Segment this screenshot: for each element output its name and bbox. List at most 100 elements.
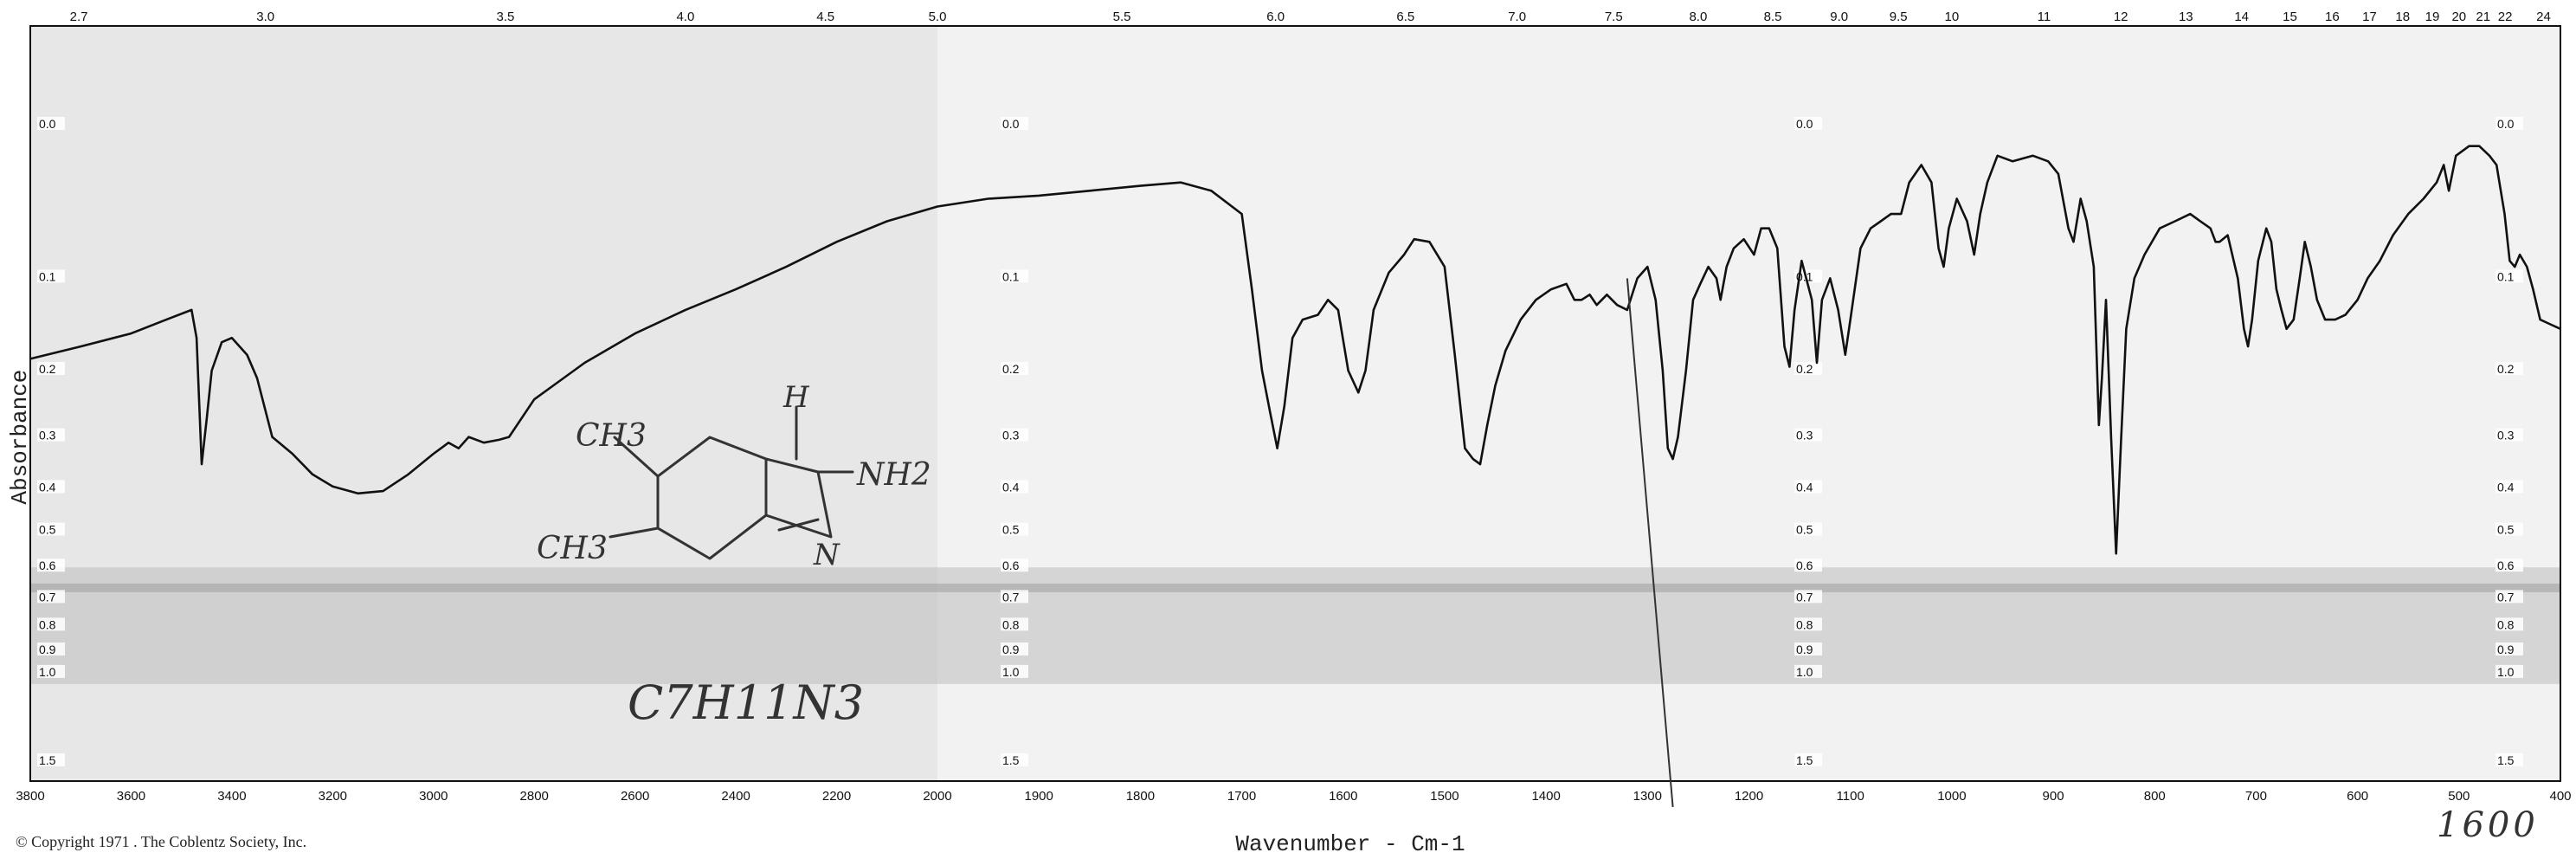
- y-tick-label: 0.1: [1002, 269, 1020, 283]
- y-tick-label-bg: [1794, 269, 1822, 283]
- top-tick-label: 14: [2234, 10, 2249, 24]
- y-tick-label-bg: [1794, 753, 1822, 766]
- y-tick-label: 0.0: [1002, 117, 1020, 131]
- plot-frame: [29, 25, 2561, 782]
- band-stripe: [30, 583, 2560, 592]
- top-tick-label: 24: [2536, 10, 2551, 24]
- y-tick-label: 1.5: [1002, 753, 1020, 767]
- y-tick-label-bg: [1001, 361, 1028, 375]
- y-tick-label-bg: [1001, 269, 1028, 283]
- recorder-stroke: [1626, 278, 1674, 808]
- y-tick-label: 0.7: [2497, 590, 2515, 604]
- y-tick-label-bg: [1001, 428, 1028, 442]
- y-tick-label-bg: [37, 559, 65, 572]
- y-tick-label: 0.6: [39, 559, 56, 572]
- top-tick-label: 18: [2395, 10, 2410, 24]
- y-tick-label: 0.3: [2497, 429, 2515, 442]
- handwritten-amine: NH2: [856, 457, 931, 493]
- y-tick-label: 1.0: [1002, 665, 1020, 679]
- y-tick-label: 1.0: [1796, 665, 1813, 679]
- y-tick-label: 1.0: [2497, 665, 2515, 679]
- y-tick-label: 1.5: [39, 753, 56, 767]
- y-tick-label: 0.6: [1002, 559, 1020, 572]
- y-tick-label: 0.2: [1796, 362, 1813, 376]
- y-tick-label-bg: [1001, 590, 1028, 604]
- y-tick-label-bg: [2496, 428, 2523, 442]
- handwritten-n-lower: N: [813, 538, 840, 572]
- y-tick-label: 0.4: [39, 480, 56, 494]
- top-tick-label: 4.0: [676, 10, 694, 24]
- y-tick-label-bg: [1001, 642, 1028, 656]
- y-tick-label-bg: [37, 664, 65, 678]
- y-tick-label: 0.7: [1002, 590, 1020, 604]
- y-tick-label-bg: [37, 361, 65, 375]
- x-tick-label: 1600: [1329, 789, 1357, 804]
- top-tick-label: 8.0: [1689, 10, 1707, 24]
- plot-border: [29, 25, 2561, 782]
- top-tick-label: 6.5: [1396, 10, 1414, 24]
- y-tick-label-bg: [2496, 559, 2523, 572]
- y-tick-label-bg: [2496, 522, 2523, 536]
- y-tick-label: 0.2: [39, 362, 56, 376]
- x-tick-label: 1200: [1735, 789, 1763, 804]
- top-tick-label: 7.5: [1605, 10, 1623, 24]
- y-tick-label: 0.4: [2497, 480, 2515, 494]
- top-tick-label: 13: [2179, 10, 2193, 24]
- top-tick-label: 3.0: [256, 10, 274, 24]
- x-tick-label: 3000: [419, 789, 448, 804]
- x-tick-label: 1800: [1126, 789, 1155, 804]
- y-tick-label-bg: [2496, 642, 2523, 656]
- top-tick-label: 5.5: [1113, 10, 1131, 24]
- handwritten-h: H: [782, 380, 810, 415]
- y-tick-label-bg: [37, 590, 65, 604]
- top-tick-label: 9.5: [1890, 10, 1908, 24]
- y-tick-label-bg: [1794, 559, 1822, 572]
- y-tick-label: 0.0: [2497, 117, 2515, 131]
- y-tick-label-bg: [37, 522, 65, 536]
- y-tick-label: 0.0: [1796, 117, 1813, 131]
- y-tick-label-bg: [1794, 664, 1822, 678]
- y-tick-label: 0.2: [1002, 362, 1020, 376]
- handwritten-methyl-upper: CH3: [576, 418, 647, 454]
- top-tick-label: 20: [2451, 10, 2466, 24]
- y-tick-label: 0.6: [2497, 559, 2515, 572]
- x-tick-label: 2800: [520, 789, 549, 804]
- handwritten-structure: CH3 CH3 NH2 N H C7H11N3: [537, 380, 931, 730]
- y-tick-label-bg: [37, 642, 65, 656]
- y-tick-label: 0.1: [2497, 269, 2515, 283]
- x-tick-label: 3200: [319, 789, 347, 804]
- spectrum-trace: [29, 145, 2561, 808]
- y-tick-label-bg: [1001, 753, 1028, 766]
- y-tick-label: 0.7: [39, 590, 56, 604]
- y-tick-label: 0.9: [1796, 643, 1813, 656]
- grid-shading: [30, 26, 2560, 781]
- y-tick-label-bg: [1794, 117, 1822, 130]
- y-tick-label: 0.4: [1002, 480, 1020, 494]
- x-tick-label: 2000: [923, 789, 951, 804]
- top-tick-label: 8.5: [1764, 10, 1782, 24]
- y-tick-label-bg: [1794, 617, 1822, 631]
- top-tick-label: 11: [2038, 10, 2051, 24]
- y-tick-label-bg: [2496, 361, 2523, 375]
- handwritten-formula: C7H11N3: [628, 675, 864, 730]
- y-tick-label-bg: [2496, 664, 2523, 678]
- top-tick-label: 16: [2325, 10, 2340, 24]
- top-tick-label: 22: [2498, 10, 2513, 24]
- y-tick-label-bg: [37, 269, 65, 283]
- top-tick-label: 2.7: [70, 10, 88, 24]
- y-tick-label: 0.8: [1002, 617, 1020, 631]
- y-tick-label: 0.5: [1796, 523, 1813, 537]
- x-tick-label: 3800: [16, 789, 44, 804]
- y-tick-label: 0.8: [39, 617, 56, 631]
- x-tick-label: 1100: [1837, 789, 1864, 804]
- y-tick-label-bg: [37, 428, 65, 442]
- y-tick-label-bg: [2496, 590, 2523, 604]
- y-tick-label-bg: [1001, 617, 1028, 631]
- x-tick-label: 2200: [822, 789, 851, 804]
- y-tick-label: 1.0: [39, 665, 56, 679]
- top-axis-ticks: 2.7 3.0 3.5 4.0 4.5 5.0 5.5 6.0 6.5 7.0 7.5 8.0 8.5 9…: [70, 10, 2551, 24]
- methyl-bond-lower: [609, 526, 660, 539]
- y-tick-label: 0.3: [1002, 429, 1020, 442]
- methyl-bond-upper: [613, 436, 660, 478]
